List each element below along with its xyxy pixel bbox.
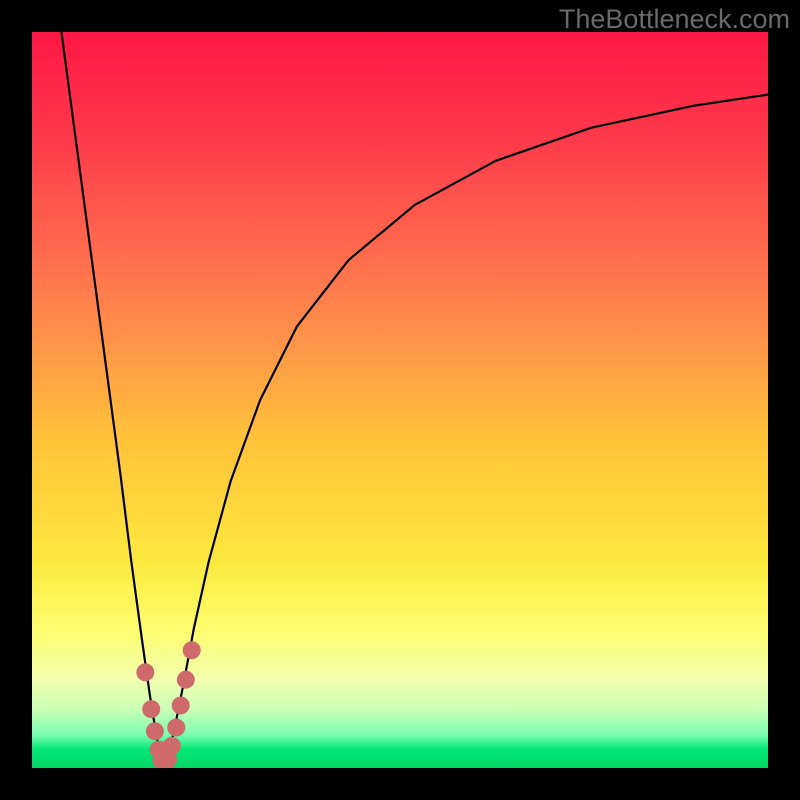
data-marker [183,641,201,659]
data-marker [172,696,190,714]
watermark-text: TheBottleneck.com [559,4,790,35]
data-marker [167,719,185,737]
data-marker [136,663,154,681]
data-marker [146,722,164,740]
data-marker [142,700,160,718]
chart-frame: TheBottleneck.com [0,0,800,800]
data-marker [177,671,195,689]
plot-area [32,32,768,768]
data-marker [163,737,181,755]
gradient-background [32,32,768,768]
